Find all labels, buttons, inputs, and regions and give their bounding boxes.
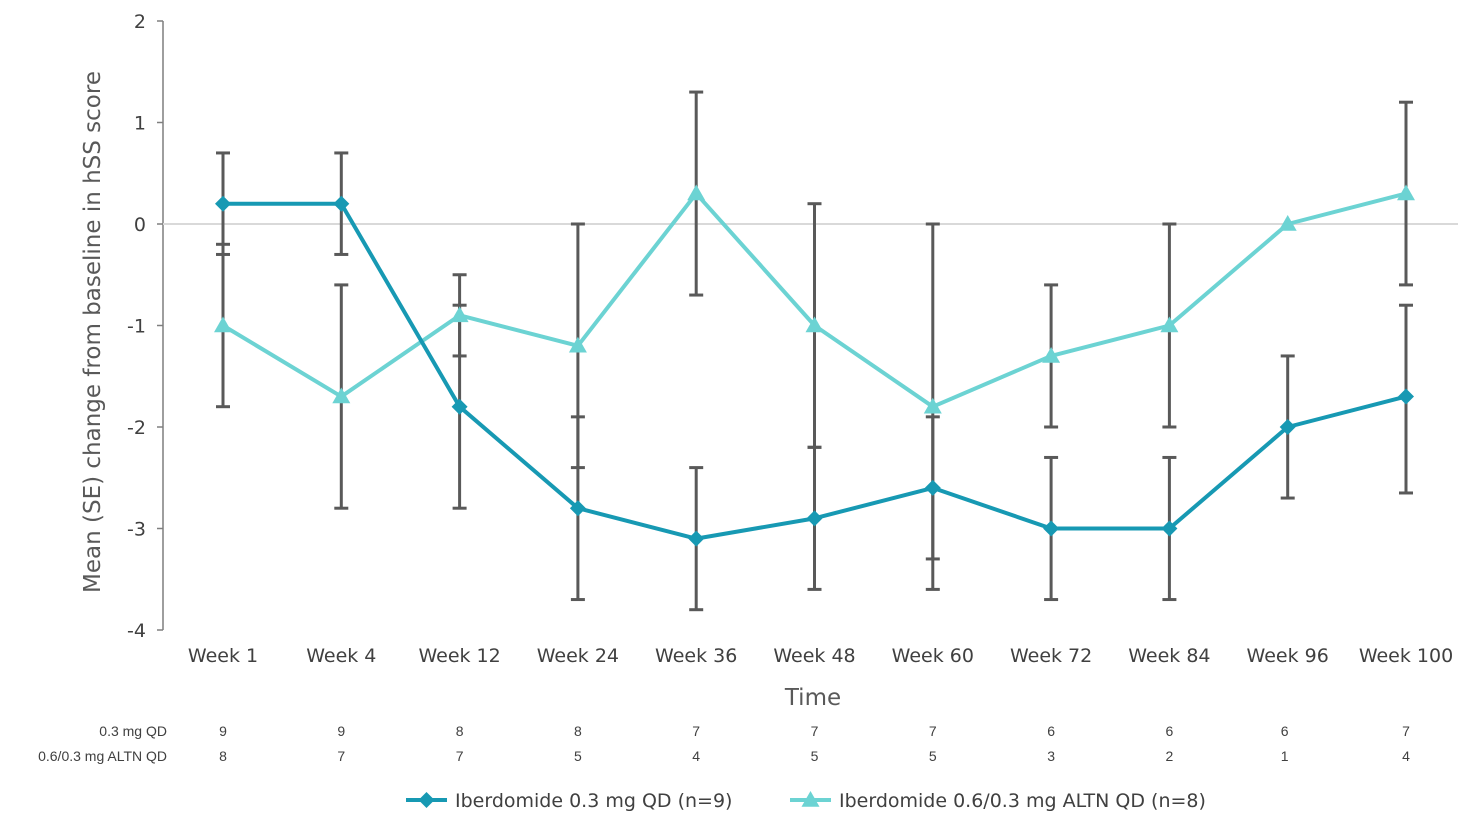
x-tick-label: Week 48 <box>773 645 855 667</box>
at-risk-count: 5 <box>929 748 937 764</box>
y-tick-label: -2 <box>127 417 146 439</box>
at-risk-count: 7 <box>1402 723 1410 739</box>
data-point-marker <box>1161 520 1178 537</box>
data-point-marker <box>332 387 351 404</box>
at-risk-count: 9 <box>219 723 227 739</box>
data-point-marker <box>215 195 231 212</box>
at-risk-count: 3 <box>1047 748 1055 764</box>
at-risk-count: 2 <box>1166 748 1174 764</box>
data-point-marker <box>568 336 587 353</box>
at-risk-count: 8 <box>219 748 227 764</box>
y-tick-label: 2 <box>134 11 146 33</box>
data-point-marker <box>1279 419 1296 435</box>
x-tick-label: Week 84 <box>1128 645 1210 667</box>
data-point-marker <box>214 316 232 333</box>
data-point-marker <box>806 510 823 527</box>
at-risk-count: 7 <box>929 723 937 739</box>
at-risk-count: 5 <box>811 748 819 764</box>
at-risk-row-label: 0.3 mg QD <box>99 723 167 739</box>
at-risk-count: 7 <box>456 748 464 764</box>
data-point-marker <box>333 195 350 212</box>
at-risk-row-label: 0.6/0.3 mg ALTN QD <box>38 748 167 764</box>
data-point-marker <box>687 184 706 201</box>
x-tick-label: Week 72 <box>1010 645 1092 667</box>
legend-swatch-marker <box>418 792 435 808</box>
x-tick-label: Week 36 <box>655 645 737 667</box>
at-risk-count: 4 <box>1402 748 1410 764</box>
y-axis-title: Mean (SE) change from baseline in hSS sc… <box>80 71 106 593</box>
x-tick-label: Week 100 <box>1359 645 1453 667</box>
data-point-marker <box>1043 520 1060 537</box>
data-point-marker <box>1160 316 1179 333</box>
data-point-marker <box>1278 215 1297 231</box>
y-tick-label: 0 <box>134 214 146 236</box>
at-risk-count: 5 <box>574 748 582 764</box>
data-point-marker <box>1397 184 1415 201</box>
at-risk-count: 7 <box>337 748 345 764</box>
axes: 2 1 0 -1 -2 -3 -4 Week 1 Week 4 Week 12 Week 24 Wee… <box>127 11 1458 667</box>
at-risk-count: 6 <box>1281 723 1289 739</box>
x-axis-title: Time <box>784 685 841 711</box>
data-point-marker <box>450 306 469 323</box>
number-at-risk-table: 0.3 mg QD 9 9 8 8 7 7 7 6 6 6 7 0.6/0.3 mg ALTN QD 8 7… <box>38 723 1410 764</box>
at-risk-count: 1 <box>1281 748 1289 764</box>
data-point-marker <box>688 530 705 547</box>
at-risk-count: 9 <box>337 723 345 739</box>
y-tick-label: 1 <box>134 113 146 135</box>
data-point-marker <box>924 479 941 496</box>
legend: Iberdomide 0.3 mg QD (n=9) Iberdomide 0.6… <box>406 790 1206 812</box>
at-risk-count: 7 <box>692 723 700 739</box>
data-point-marker <box>569 500 586 517</box>
legend-label: Iberdomide 0.3 mg QD (n=9) <box>455 790 732 812</box>
x-tick-label: Week 1 <box>188 645 258 667</box>
legend-label: Iberdomide 0.6/0.3 mg ALTN QD (n=8) <box>839 790 1206 812</box>
series-lines <box>214 184 1415 547</box>
error-bars <box>216 90 1413 612</box>
y-tick-label: -4 <box>127 620 146 642</box>
data-point-marker <box>923 397 942 414</box>
x-tick-label: Week 12 <box>418 645 500 667</box>
at-risk-count: 4 <box>692 748 700 764</box>
x-tick-label: Week 4 <box>306 645 376 667</box>
at-risk-count: 7 <box>811 723 819 739</box>
x-tick-label: Week 60 <box>892 645 974 667</box>
at-risk-count: 8 <box>456 723 464 739</box>
y-tick-label: -3 <box>127 519 146 541</box>
data-point-marker <box>1398 388 1414 405</box>
data-point-marker <box>805 316 824 333</box>
x-tick-label: Week 96 <box>1247 645 1329 667</box>
at-risk-count: 6 <box>1047 723 1055 739</box>
legend-swatch-marker <box>801 791 820 807</box>
at-risk-count: 8 <box>574 723 582 739</box>
at-risk-count: 6 <box>1166 723 1174 739</box>
y-tick-label: -1 <box>127 316 146 338</box>
data-point-marker <box>451 398 468 415</box>
data-point-marker <box>1042 346 1061 363</box>
x-tick-label: Week 24 <box>537 645 619 667</box>
